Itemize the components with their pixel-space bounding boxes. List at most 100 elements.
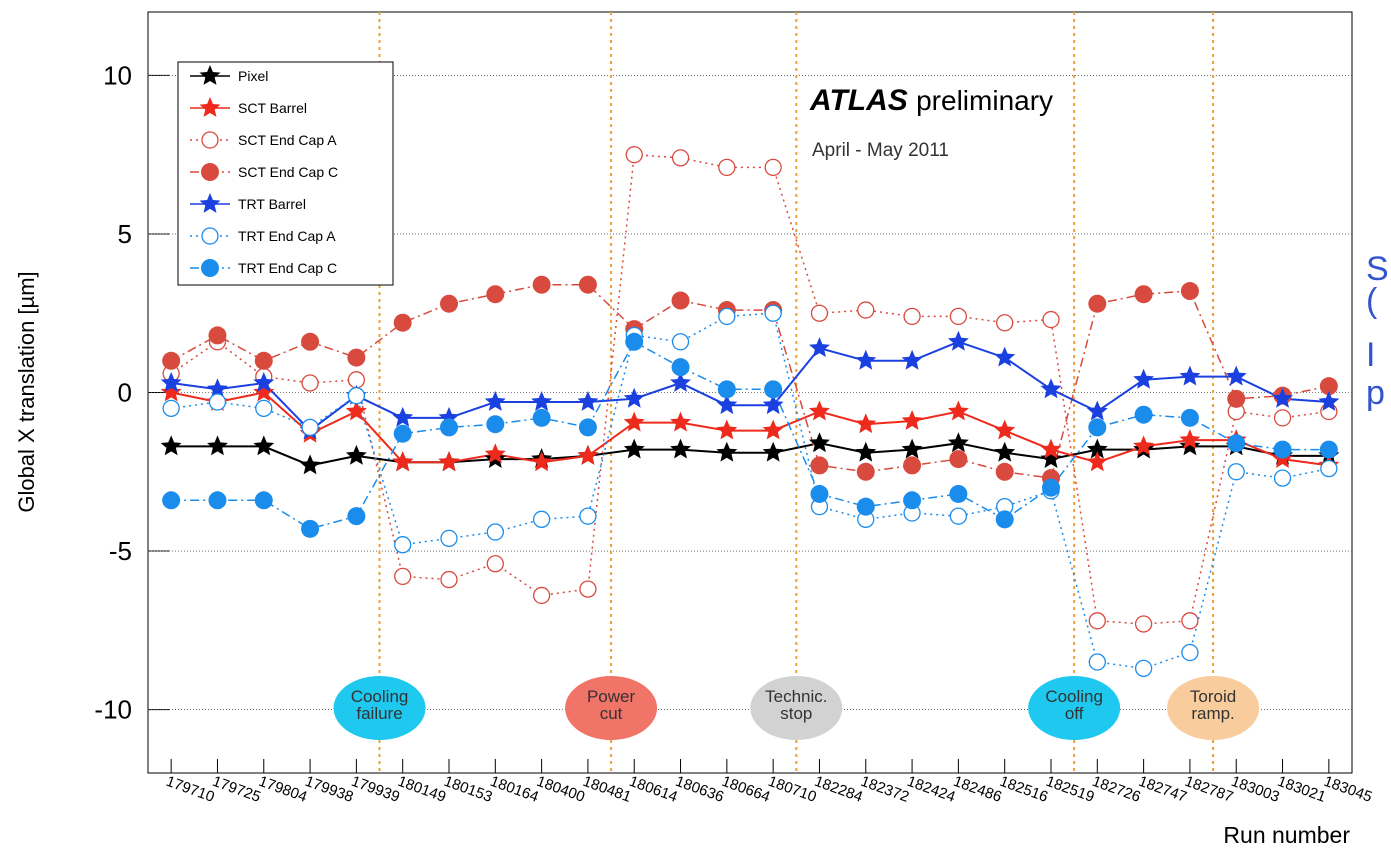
marker [947, 400, 969, 421]
legend-label: SCT End Cap A [238, 132, 337, 148]
marker [1320, 459, 1338, 478]
marker [531, 391, 553, 411]
y-tick-label: 5 [118, 219, 132, 249]
marker [254, 491, 273, 510]
x-tick-label: 179725 [210, 773, 263, 806]
marker [531, 451, 553, 472]
event-label-line: Toroid [1190, 687, 1236, 706]
marker [718, 158, 736, 177]
legend-marker [201, 259, 219, 277]
marker [394, 536, 412, 554]
legend-label: Pixel [238, 68, 268, 84]
marker [1086, 451, 1108, 472]
legend-marker [199, 97, 221, 117]
marker [716, 419, 738, 440]
x-tick-label: 180636 [673, 773, 726, 806]
event-badge [1167, 676, 1260, 740]
marker [994, 419, 1016, 440]
marker [949, 507, 968, 525]
marker [717, 380, 736, 399]
event-label-line: Power [587, 687, 636, 706]
marker [208, 393, 227, 411]
marker [762, 441, 784, 462]
marker [855, 441, 877, 462]
event-label-line: cut [600, 704, 623, 723]
series-line [170, 153, 1329, 625]
title-emphasis: ATLAS [809, 84, 908, 117]
marker [484, 391, 506, 411]
event-label: Cooling failure [351, 687, 409, 723]
marker [1088, 418, 1107, 437]
event-label: Cooling off [1045, 687, 1103, 723]
marker [440, 418, 458, 437]
marker [160, 435, 182, 456]
marker [345, 400, 367, 421]
marker [255, 399, 273, 418]
marker [1180, 282, 1199, 301]
marker [160, 381, 182, 402]
event-badge [333, 676, 426, 740]
marker [856, 497, 875, 516]
marker [903, 456, 922, 475]
marker [1088, 612, 1106, 630]
marker [1227, 389, 1246, 408]
marker [1318, 391, 1340, 411]
x-tick-label: 182372 [858, 773, 911, 806]
marker [486, 523, 504, 541]
event-badge [750, 676, 843, 740]
marker [208, 326, 227, 345]
x-tick-label: 180710 [766, 773, 819, 806]
marker [577, 444, 599, 465]
marker [301, 519, 320, 538]
marker [901, 349, 923, 370]
marker [486, 285, 505, 304]
marker [162, 399, 180, 418]
marker [625, 332, 644, 351]
x-tick-label: 179710 [164, 773, 217, 806]
x-tick-label: 180481 [581, 773, 634, 806]
x-tick-label: 180149 [395, 773, 448, 806]
marker [484, 443, 506, 464]
event-badge [1028, 676, 1121, 740]
event-label-line: stop [780, 704, 812, 723]
marker [532, 275, 551, 294]
marker [253, 435, 275, 456]
marker [947, 330, 969, 351]
y-tick-label: 0 [118, 378, 132, 408]
x-tick-label: 182486 [951, 773, 1004, 806]
marker [671, 291, 690, 310]
marker [716, 394, 738, 415]
series-line [170, 391, 1329, 467]
marker [1225, 365, 1247, 386]
x-tick-label: 180164 [488, 773, 541, 806]
x-tick-label: 180153 [442, 773, 495, 806]
marker [440, 570, 458, 589]
marker [623, 411, 645, 432]
marker [393, 424, 412, 443]
legend-label: SCT End Cap C [238, 164, 338, 180]
x-tick-label: 180400 [534, 773, 587, 806]
marker [392, 451, 414, 472]
x-tick-label: 182519 [1044, 773, 1097, 806]
marker [1042, 478, 1060, 497]
marker [1040, 438, 1062, 459]
marker [392, 406, 414, 427]
event-label: Toroid ramp. [1190, 687, 1236, 723]
marker [671, 149, 690, 167]
marker [718, 307, 736, 326]
marker [1273, 440, 1292, 459]
marker [532, 408, 551, 427]
chart-subtitle: April - May 2011 [812, 140, 949, 161]
marker [345, 444, 367, 465]
marker [670, 372, 691, 392]
marker [347, 387, 366, 405]
marker [532, 510, 551, 528]
marker [393, 313, 412, 332]
marker [253, 372, 275, 392]
marker [1179, 429, 1201, 449]
marker [901, 410, 923, 430]
marker [810, 304, 829, 322]
x-tick-label: 179939 [349, 773, 402, 806]
marker [160, 372, 182, 392]
